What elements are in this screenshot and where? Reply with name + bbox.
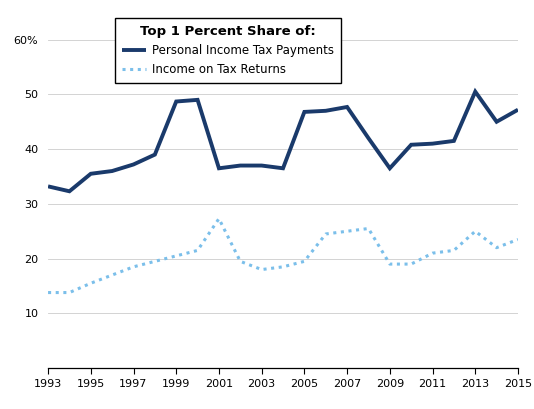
Personal Income Tax Payments xyxy=(258,163,265,168)
Income on Tax Returns xyxy=(429,251,436,256)
Personal Income Tax Payments xyxy=(88,171,94,176)
Income on Tax Returns xyxy=(408,262,414,267)
Line: Income on Tax Returns: Income on Tax Returns xyxy=(48,219,518,292)
Personal Income Tax Payments xyxy=(493,119,500,124)
Income on Tax Returns xyxy=(258,267,265,272)
Personal Income Tax Payments xyxy=(365,136,372,141)
Legend: Personal Income Tax Payments, Income on Tax Returns: Personal Income Tax Payments, Income on … xyxy=(115,18,341,83)
Income on Tax Returns xyxy=(344,229,350,234)
Personal Income Tax Payments xyxy=(194,97,201,102)
Income on Tax Returns xyxy=(515,237,521,242)
Personal Income Tax Payments xyxy=(515,107,521,112)
Line: Personal Income Tax Payments: Personal Income Tax Payments xyxy=(48,92,518,191)
Income on Tax Returns xyxy=(130,264,137,269)
Personal Income Tax Payments xyxy=(408,142,414,147)
Personal Income Tax Payments xyxy=(301,110,308,115)
Personal Income Tax Payments xyxy=(237,163,244,168)
Income on Tax Returns xyxy=(365,226,372,231)
Income on Tax Returns xyxy=(173,254,179,258)
Income on Tax Returns xyxy=(493,245,500,250)
Income on Tax Returns xyxy=(323,231,329,236)
Personal Income Tax Payments xyxy=(216,166,222,171)
Income on Tax Returns xyxy=(301,259,308,264)
Personal Income Tax Payments xyxy=(152,152,158,157)
Personal Income Tax Payments xyxy=(451,139,457,144)
Personal Income Tax Payments xyxy=(344,105,350,110)
Income on Tax Returns xyxy=(451,248,457,253)
Personal Income Tax Payments xyxy=(109,169,115,173)
Income on Tax Returns xyxy=(237,259,244,264)
Income on Tax Returns xyxy=(194,248,201,253)
Income on Tax Returns xyxy=(88,281,94,286)
Personal Income Tax Payments xyxy=(387,166,393,171)
Income on Tax Returns xyxy=(152,259,158,264)
Personal Income Tax Payments xyxy=(130,162,137,167)
Income on Tax Returns xyxy=(109,272,115,277)
Personal Income Tax Payments xyxy=(280,166,286,171)
Income on Tax Returns xyxy=(472,229,478,234)
Income on Tax Returns xyxy=(216,216,222,221)
Income on Tax Returns xyxy=(387,262,393,267)
Income on Tax Returns xyxy=(66,290,73,295)
Personal Income Tax Payments xyxy=(173,99,179,104)
Personal Income Tax Payments xyxy=(429,141,436,146)
Personal Income Tax Payments xyxy=(472,89,478,94)
Personal Income Tax Payments xyxy=(45,184,51,189)
Personal Income Tax Payments xyxy=(66,189,73,194)
Income on Tax Returns xyxy=(280,264,286,269)
Income on Tax Returns xyxy=(45,290,51,295)
Personal Income Tax Payments xyxy=(323,108,329,113)
